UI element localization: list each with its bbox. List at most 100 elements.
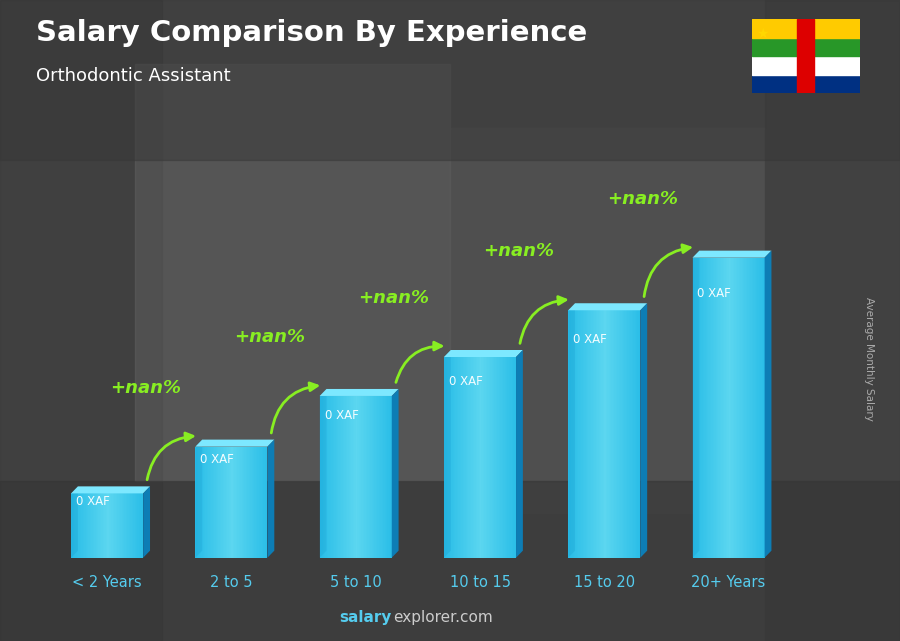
Bar [136,494,138,558]
Bar [622,310,623,558]
Bar [240,447,241,558]
Bar [350,396,351,558]
Bar [505,357,506,558]
Bar [100,494,102,558]
Bar [238,447,239,558]
Bar [346,396,347,558]
Text: explorer.com: explorer.com [393,610,493,625]
Bar [706,258,708,558]
Bar [119,494,120,558]
Bar [740,258,742,558]
Bar [120,494,122,558]
Bar [360,396,362,558]
Bar [80,494,81,558]
Text: 0 XAF: 0 XAF [573,333,607,346]
Bar [587,310,589,558]
Bar [759,258,760,558]
Bar [620,310,622,558]
Bar [613,310,615,558]
Bar [221,447,223,558]
Text: 0 XAF: 0 XAF [76,495,110,508]
Bar [716,258,717,558]
Bar [729,258,730,558]
Bar [109,494,110,558]
Bar [212,447,214,558]
Bar [245,447,246,558]
Bar [265,447,266,558]
Bar [126,494,127,558]
Bar [496,357,498,558]
Bar [257,447,259,558]
Bar [510,357,512,558]
Bar [195,447,197,558]
Bar [131,494,133,558]
Bar [216,447,217,558]
Text: 0 XAF: 0 XAF [325,409,358,422]
Polygon shape [71,487,78,558]
Polygon shape [320,389,399,396]
Text: 5 to 10: 5 to 10 [329,575,382,590]
Bar [515,357,516,558]
Bar [355,396,356,558]
Bar [479,357,480,558]
Polygon shape [392,389,399,558]
Bar [241,447,243,558]
Bar [253,447,255,558]
Bar [765,0,900,641]
Bar [754,258,756,558]
Bar [387,396,389,558]
Bar [230,447,231,558]
Bar [105,494,107,558]
Bar [217,447,219,558]
Bar [262,447,263,558]
Polygon shape [195,440,274,447]
Bar [224,447,226,558]
Bar [483,357,484,558]
Bar [692,258,694,558]
Text: +nan%: +nan% [607,190,678,208]
Bar [462,357,463,558]
Bar [756,258,758,558]
Bar [730,258,732,558]
Text: < 2 Years: < 2 Years [72,575,142,590]
Bar [384,396,386,558]
Bar [229,447,230,558]
Bar [752,56,860,74]
Polygon shape [444,350,523,357]
Bar [626,310,627,558]
Bar [627,310,629,558]
Bar [135,64,450,481]
Bar [708,258,710,558]
Bar [593,310,594,558]
Bar [197,447,198,558]
Bar [611,310,613,558]
Text: Average Monthly Salary: Average Monthly Salary [863,297,874,421]
Bar [484,357,486,558]
Bar [718,258,720,558]
Bar [234,447,236,558]
Bar [575,310,577,558]
Bar [737,258,739,558]
Bar [480,357,482,558]
Bar [248,447,250,558]
Bar [477,357,479,558]
Bar [122,494,123,558]
Bar [259,447,260,558]
Bar [460,357,462,558]
Bar [139,494,140,558]
Bar [508,357,510,558]
Bar [333,396,334,558]
Bar [376,396,377,558]
Bar [572,310,574,558]
Bar [458,357,460,558]
Bar [362,396,363,558]
Bar [74,494,76,558]
Bar [76,494,77,558]
Bar [141,494,143,558]
Bar [694,258,696,558]
Bar [486,357,487,558]
Bar [391,396,392,558]
Bar [326,396,327,558]
Bar [246,447,248,558]
Bar [747,258,749,558]
